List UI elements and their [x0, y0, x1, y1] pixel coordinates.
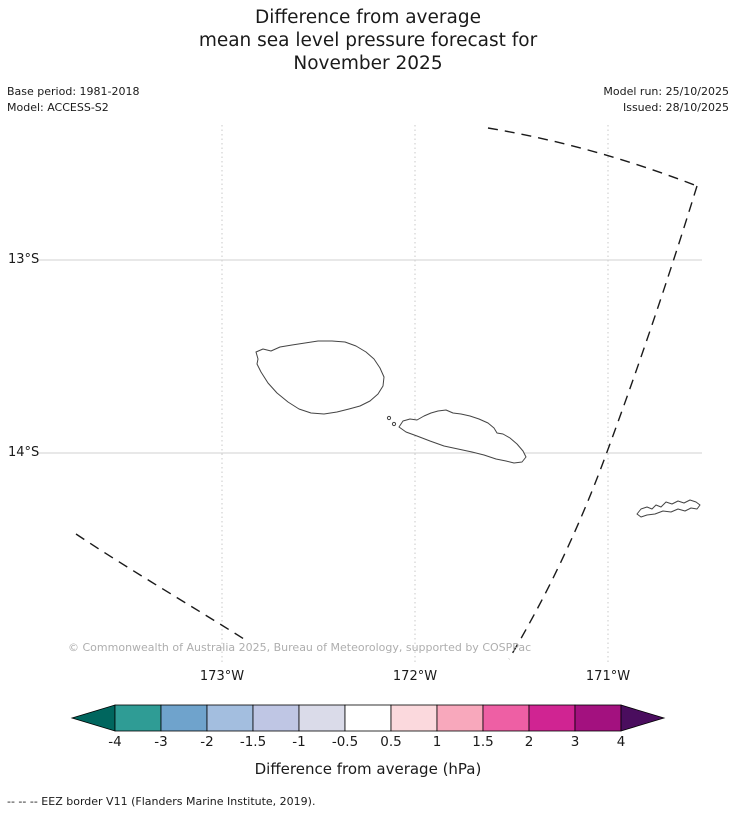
- islet-manono: [391, 421, 397, 427]
- eez-legend-text: EEZ border V11 (Flanders Marine Institut…: [37, 795, 316, 808]
- meta-left: Base period: 1981-2018 Model: ACCESS-S2: [7, 84, 139, 116]
- colorbar-label: Difference from average (hPa): [254, 760, 482, 778]
- coastlines: [255, 340, 701, 518]
- colorbar-segment: [436, 704, 484, 732]
- colorbar-tick: -1: [292, 734, 306, 750]
- island-upolu: [398, 409, 527, 464]
- colorbar-tick: -2: [200, 734, 214, 750]
- lon-label-172w: 172°W: [392, 669, 438, 684]
- model-run-text: Model run: 25/10/2025: [603, 85, 729, 98]
- colorbar-tick: 2: [524, 734, 534, 750]
- eez-border: [75, 127, 698, 660]
- page-title: Difference from average mean sea level p…: [0, 6, 736, 75]
- graticule: [37, 125, 702, 662]
- islet-apolima: [386, 415, 392, 421]
- colorbar-segment: [344, 704, 392, 732]
- colorbar-segment: [574, 704, 622, 732]
- title-line-1: Difference from average: [255, 7, 481, 28]
- colorbar-arrow-left: [70, 704, 116, 732]
- eez-border-segment-southwest: [75, 533, 245, 640]
- colorbar-tick: -4: [108, 734, 122, 750]
- colorbar-tick: 3: [570, 734, 580, 750]
- eez-border-segment-east: [508, 185, 698, 660]
- colorbar-tick: -1.5: [239, 734, 267, 750]
- colorbar-tick: 1: [432, 734, 442, 750]
- island-savaii: [255, 340, 385, 415]
- colorbar-segment: [390, 704, 438, 732]
- lat-label-14s: 14°S: [8, 445, 40, 460]
- island-tutuila: [636, 499, 701, 518]
- lon-label-171w: 171°W: [585, 669, 631, 684]
- colorbar-segment: [206, 704, 254, 732]
- colorbar-tick: -3: [154, 734, 168, 750]
- colorbar-tick: 0.5: [380, 734, 402, 750]
- eez-border-segment-north: [487, 127, 698, 187]
- colorbar-segment: [252, 704, 300, 732]
- colorbar-segment: [528, 704, 576, 732]
- colorbar-segment: [482, 704, 530, 732]
- title-line-2: mean sea level pressure forecast for: [198, 30, 538, 51]
- colorbar: [70, 704, 666, 732]
- colorbar-tick: 4: [616, 734, 626, 750]
- colorbar-segment: [114, 704, 162, 732]
- eez-legend: -- -- -- EEZ border V11 (Flanders Marine…: [7, 795, 315, 808]
- meta-right: Model run: 25/10/2025 Issued: 28/10/2025: [603, 84, 729, 116]
- issued-text: Issued: 28/10/2025: [622, 101, 729, 114]
- colorbar-tick: -0.5: [331, 734, 359, 750]
- colorbar-arrow-right: [620, 704, 666, 732]
- lat-label-13s: 13°S: [8, 252, 40, 267]
- colorbar-tick: 1.5: [472, 734, 494, 750]
- colorbar-segment: [160, 704, 208, 732]
- colorbar-segment: [298, 704, 346, 732]
- title-line-3: November 2025: [293, 53, 443, 74]
- copyright-text: © Commonwealth of Australia 2025, Bureau…: [68, 641, 532, 654]
- eez-legend-symbol: -- -- --: [7, 795, 38, 808]
- base-period-text: Base period: 1981-2018: [7, 85, 140, 98]
- lon-label-173w: 173°W: [199, 669, 245, 684]
- model-text: Model: ACCESS-S2: [7, 101, 109, 114]
